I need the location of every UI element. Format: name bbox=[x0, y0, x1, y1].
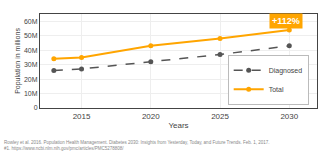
svg-text:0: 0 bbox=[34, 104, 38, 111]
svg-text:2025: 2025 bbox=[211, 112, 229, 121]
svg-text:40M: 40M bbox=[24, 47, 38, 54]
svg-text:2020: 2020 bbox=[142, 112, 160, 121]
svg-text:50M: 50M bbox=[24, 32, 38, 39]
svg-text:60M: 60M bbox=[24, 18, 38, 25]
svg-text:10M: 10M bbox=[24, 90, 38, 97]
svg-text:2015: 2015 bbox=[73, 112, 91, 121]
svg-text:Population in millions: Population in millions bbox=[14, 28, 22, 94]
svg-text:+112%: +112% bbox=[272, 16, 300, 26]
svg-text:20M: 20M bbox=[24, 76, 38, 83]
svg-text:Diagnosed: Diagnosed bbox=[269, 67, 303, 75]
svg-text:2030: 2030 bbox=[280, 112, 298, 121]
svg-text:Total: Total bbox=[269, 86, 284, 93]
svg-text:Years: Years bbox=[168, 121, 188, 130]
svg-text:Rowley et al. 2016. Population: Rowley et al. 2016. Population Health Ma… bbox=[4, 140, 269, 151]
svg-text:30M: 30M bbox=[24, 61, 38, 68]
